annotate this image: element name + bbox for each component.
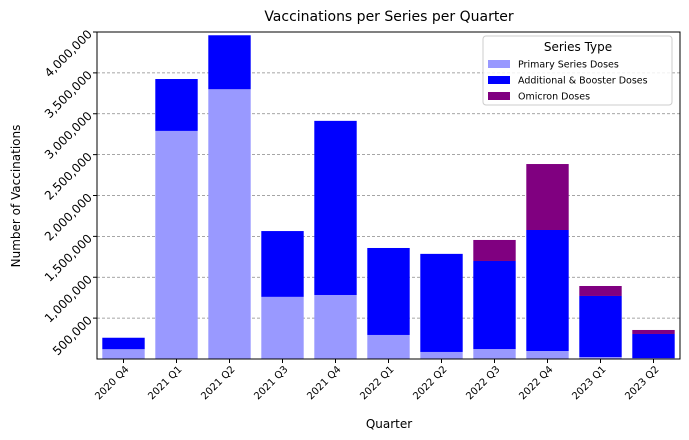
bar-segment: [102, 349, 145, 359]
bar-segment: [526, 164, 569, 230]
x-tick-label: 2020 Q4: [93, 364, 131, 402]
bar-segment: [208, 89, 251, 359]
bar-segment: [579, 357, 622, 359]
bar-segment: [579, 285, 622, 296]
bar-segment: [314, 294, 357, 359]
bar-segment: [155, 79, 198, 131]
legend-label: Omicron Doses: [518, 92, 590, 103]
legend-swatch: [488, 92, 510, 100]
x-tick-label: 2023 Q2: [623, 364, 661, 402]
legend-title: Series Type: [544, 40, 612, 54]
x-tick-label: 2021 Q3: [252, 364, 290, 402]
legend-label: Additional & Booster Doses: [518, 76, 648, 87]
x-tick-label: 2022 Q1: [358, 364, 396, 402]
bar-segment: [420, 351, 463, 359]
bar-segment: [579, 295, 622, 358]
legend-box: [482, 35, 673, 106]
bar-segment: [102, 337, 145, 350]
bar-segment: [632, 333, 675, 359]
x-tick-label: 2023 Q1: [570, 364, 608, 402]
bar-segment: [155, 130, 198, 359]
x-tick-label: 2022 Q2: [411, 364, 449, 402]
bar-segment: [261, 296, 304, 359]
x-tick-label: 2021 Q2: [199, 364, 237, 402]
y-axis-title: Number of Vaccinations: [9, 125, 23, 268]
x-axis-title: Quarter: [366, 417, 412, 431]
bar-segment: [473, 349, 516, 359]
x-tick-label: 2021 Q4: [305, 364, 343, 402]
bar-segment: [526, 350, 569, 359]
bar-segment: [261, 231, 304, 297]
bar-segment: [314, 120, 357, 295]
bar-segment: [208, 35, 251, 90]
legend-label: Primary Series Doses: [518, 60, 619, 71]
bar-segment: [473, 239, 516, 261]
bar-segment: [367, 334, 410, 359]
x-tick-label: 2022 Q3: [464, 364, 502, 402]
bar-segment: [526, 229, 569, 351]
bar-segment: [473, 260, 516, 350]
x-tick-label: 2021 Q1: [146, 364, 184, 402]
legend-swatch: [488, 76, 510, 84]
bar-segment: [632, 329, 675, 334]
bar-segment: [367, 247, 410, 335]
legend-swatch: [488, 60, 510, 68]
plot-frame: [96, 31, 681, 360]
chart-title: Vaccinations per Series per Quarter: [264, 9, 514, 25]
bar-segment: [420, 253, 463, 352]
x-tick-label: 2022 Q4: [517, 364, 555, 402]
